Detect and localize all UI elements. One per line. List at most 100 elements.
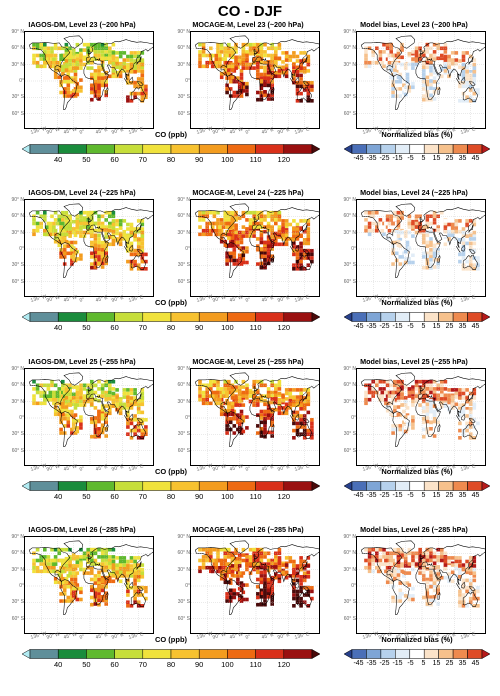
grid-cell bbox=[140, 575, 145, 579]
grid-cell bbox=[443, 221, 448, 226]
grid-cell bbox=[90, 262, 94, 266]
latitude-label: 60° N bbox=[177, 213, 190, 220]
grid-cell bbox=[447, 233, 451, 238]
grid-cell bbox=[90, 588, 94, 593]
grid-cell bbox=[97, 258, 101, 262]
grid-cell bbox=[422, 409, 426, 414]
grid-cell bbox=[461, 428, 466, 433]
grid-cell bbox=[44, 232, 49, 237]
grid-cell bbox=[230, 388, 235, 393]
grid-cell bbox=[97, 86, 101, 90]
grid-cell bbox=[248, 562, 253, 566]
grid-cell bbox=[299, 575, 303, 579]
grid-cell bbox=[198, 57, 202, 61]
grid-cell bbox=[129, 66, 134, 70]
latitude-label: 30° N bbox=[343, 398, 356, 405]
grid-cell bbox=[70, 262, 74, 266]
grid-cell bbox=[259, 60, 264, 65]
grid-cell bbox=[382, 50, 386, 54]
grid-cell bbox=[472, 421, 477, 426]
map-frame bbox=[190, 368, 320, 466]
latitude-label: 30° N bbox=[177, 566, 190, 573]
grid-cell bbox=[79, 597, 83, 602]
grid-cell bbox=[465, 219, 469, 223]
map-canvas bbox=[357, 32, 485, 128]
grid-cell bbox=[90, 210, 94, 215]
grid-cell bbox=[90, 547, 94, 552]
grid-cell bbox=[281, 222, 285, 227]
grid-cell bbox=[266, 235, 271, 239]
grid-cell bbox=[111, 559, 116, 564]
grid-cell bbox=[274, 50, 278, 54]
colorbar-min-arrow bbox=[344, 144, 353, 154]
grid-cell bbox=[266, 244, 271, 248]
grid-cell bbox=[411, 85, 415, 90]
grid-cell bbox=[465, 222, 469, 227]
grid-cell bbox=[391, 53, 395, 58]
grid-cell bbox=[391, 65, 395, 70]
grid-cell bbox=[277, 575, 282, 580]
grid-cell bbox=[295, 410, 300, 415]
coastline bbox=[60, 579, 78, 615]
grid-cell bbox=[86, 42, 90, 47]
grid-cell bbox=[209, 232, 213, 237]
grid-cell bbox=[389, 576, 394, 581]
colorbar-tick-label: 25 bbox=[445, 155, 454, 162]
grid-cell bbox=[306, 432, 311, 436]
coastline bbox=[136, 418, 144, 424]
grid-cell bbox=[111, 229, 116, 234]
grid-cell bbox=[68, 216, 72, 220]
grid-cell bbox=[429, 251, 433, 256]
coastline bbox=[462, 423, 478, 439]
grid-cell bbox=[266, 214, 271, 219]
grid-cell bbox=[239, 94, 244, 98]
grid-cell bbox=[245, 42, 249, 47]
coastline bbox=[392, 579, 410, 615]
grid-cell bbox=[461, 578, 466, 583]
grid-cell bbox=[259, 65, 264, 70]
grid-cell bbox=[234, 385, 238, 389]
grid-cell bbox=[259, 221, 264, 226]
grid-cell bbox=[43, 46, 47, 51]
grid-cell bbox=[115, 219, 119, 223]
grid-cell bbox=[75, 59, 80, 63]
grid-cell bbox=[216, 225, 220, 229]
grid-cell bbox=[393, 573, 397, 577]
grid-cell bbox=[425, 547, 430, 552]
grid-cell bbox=[216, 569, 220, 574]
grid-cell bbox=[48, 398, 53, 402]
grid-cell bbox=[252, 390, 256, 395]
grid-cell bbox=[64, 42, 69, 47]
grid-cell bbox=[391, 244, 395, 248]
coastline bbox=[249, 228, 275, 268]
coastline bbox=[28, 379, 71, 414]
grid-cell bbox=[454, 226, 459, 230]
colorbar-segment bbox=[467, 312, 483, 322]
grid-cell bbox=[86, 66, 90, 70]
grid-cell bbox=[450, 579, 455, 584]
grid-cell bbox=[61, 221, 65, 226]
colorbar-segment bbox=[283, 144, 313, 154]
coastline bbox=[360, 210, 403, 245]
map-frame bbox=[356, 368, 486, 466]
grid-cell bbox=[66, 83, 71, 88]
grid-cell bbox=[144, 425, 148, 429]
graticule bbox=[357, 32, 485, 128]
grid-cell bbox=[472, 237, 477, 241]
grid-cell bbox=[61, 408, 65, 413]
grid-cell bbox=[400, 234, 404, 238]
grid-cell bbox=[97, 598, 101, 603]
grid-cell bbox=[198, 218, 202, 222]
grid-cell bbox=[396, 230, 401, 235]
grid-cell bbox=[75, 571, 80, 575]
grid-cell bbox=[284, 237, 289, 241]
colorbar-tick-label: 60 bbox=[110, 492, 119, 501]
grid-cell bbox=[66, 76, 71, 80]
grid-cell bbox=[201, 390, 206, 395]
latitude-label: 0° bbox=[351, 414, 356, 421]
grid-cell bbox=[97, 255, 101, 259]
grid-cell bbox=[48, 221, 53, 226]
grid-cell bbox=[259, 86, 264, 90]
grid-cell bbox=[43, 53, 47, 58]
grid-cell bbox=[371, 218, 375, 222]
